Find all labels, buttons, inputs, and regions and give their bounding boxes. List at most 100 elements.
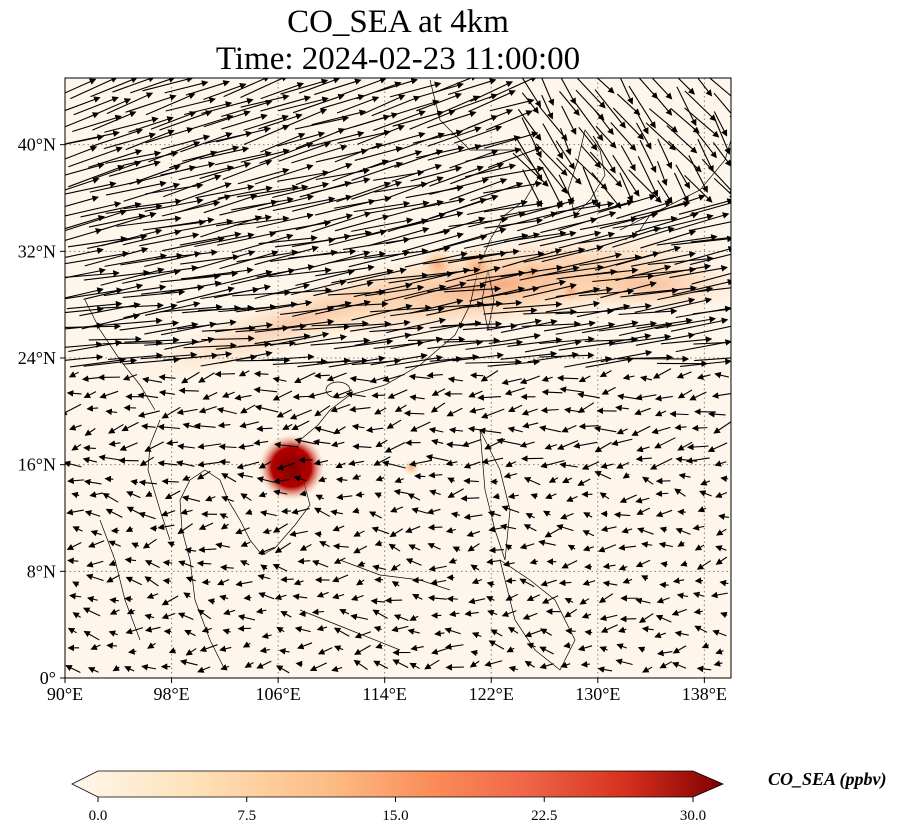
colorbar-ticks: 0.0 7.5 15.0 22.5 30.0 (89, 797, 706, 824)
wind-arrow (214, 284, 272, 299)
wind-arrow (507, 337, 563, 347)
wind-arrow (660, 336, 713, 345)
wind-arrow (405, 184, 464, 199)
wind-arrow (198, 522, 214, 530)
wind-arrow (559, 91, 580, 116)
wind-arrow (659, 581, 669, 589)
wind-arrow (268, 267, 332, 278)
wind-arrow (157, 523, 175, 531)
wind-arrow (498, 211, 558, 229)
wind-arrow (315, 148, 368, 163)
wind-arrow (535, 143, 568, 176)
wind-arrow (466, 199, 528, 216)
wind-arrow (677, 441, 693, 451)
wind-arrow (235, 527, 250, 535)
wind-arrow (237, 167, 290, 185)
wind-arrow (684, 175, 713, 203)
wind-arrow (298, 610, 307, 618)
wind-arrow (327, 251, 386, 264)
wind-arrow (620, 287, 679, 298)
wind-arrow (310, 337, 371, 346)
wind-arrow (522, 169, 542, 208)
wind-arrow (161, 200, 221, 217)
wind-arrow (447, 488, 464, 498)
wind-arrow (691, 272, 731, 285)
wind-arrow (558, 174, 574, 205)
wind-arrow (177, 443, 195, 450)
wind-arrow (429, 177, 490, 196)
wind-arrow (555, 140, 575, 170)
wind-arrow (150, 111, 197, 130)
wind-arrow (205, 495, 216, 502)
wind-arrow (671, 608, 688, 616)
wind-arrow (180, 132, 233, 153)
wind-arrow (131, 542, 140, 549)
wind-arrow (612, 226, 675, 248)
wind-arrow (357, 124, 405, 145)
wind-arrow (102, 493, 119, 503)
wind-arrow (222, 391, 235, 398)
wind-arrow (591, 172, 622, 209)
wind-arrow (583, 512, 593, 519)
wind-arrow (655, 410, 667, 417)
wind-arrow (684, 107, 720, 138)
wind-arrow (657, 286, 714, 301)
wind-arrow (519, 375, 541, 385)
wind-arrow (368, 226, 430, 247)
wind-arrow (125, 129, 175, 151)
wind-arrow (635, 455, 652, 463)
wind-arrow (259, 510, 277, 517)
wind-arrow (507, 426, 523, 433)
wind-arrow (635, 597, 651, 605)
wind-arrow (437, 95, 481, 116)
wind-arrow (254, 323, 307, 333)
wind-arrow (158, 389, 175, 397)
wind-arrow (450, 511, 460, 518)
wind-arrow (655, 490, 669, 498)
wind-arrow (652, 368, 672, 379)
wind-arrow (685, 457, 710, 464)
wind-arrow (158, 374, 176, 381)
wind-arrow (178, 165, 235, 181)
wind-arrow (642, 476, 654, 485)
wind-arrow (258, 491, 268, 498)
wind-arrow (573, 199, 634, 219)
wind-arrow (280, 507, 291, 515)
wind-arrow (156, 217, 215, 229)
wind-arrow (105, 508, 123, 518)
wind-arrow (529, 558, 538, 565)
wind-arrow (618, 307, 678, 315)
wind-arrow (72, 581, 80, 588)
wind-arrow (582, 545, 594, 552)
wind-arrow (447, 376, 464, 383)
wind-arrow (488, 546, 504, 554)
wind-arrow (371, 95, 421, 117)
wind-arrow (219, 594, 229, 601)
wind-arrow (541, 375, 553, 382)
wind-arrow (214, 150, 272, 166)
wind-arrow (330, 300, 389, 308)
wind-arrow (165, 97, 216, 112)
wind-arrow (293, 579, 304, 586)
wind-arrow (524, 339, 582, 353)
wind-arrow (516, 138, 543, 182)
wind-arrow (254, 164, 314, 185)
wind-arrow (711, 392, 731, 399)
wind-arrow (616, 200, 672, 220)
wind-arrow (539, 230, 602, 247)
wind-arrow (385, 228, 451, 245)
wind-arrow (555, 201, 615, 213)
wind-arrow (382, 373, 405, 383)
wind-arrow (680, 358, 731, 367)
wind-arrow (317, 647, 333, 655)
wind-arrow (501, 378, 523, 386)
wind-arrow (67, 557, 79, 565)
wind-arrow (484, 165, 545, 179)
wind-arrow (521, 78, 542, 108)
wind-arrow (65, 354, 104, 361)
wind-arrow (688, 221, 731, 232)
wind-arrow (332, 525, 345, 532)
wind-arrow (694, 357, 731, 362)
wind-arrow (580, 145, 602, 169)
wind-arrow (655, 316, 717, 330)
